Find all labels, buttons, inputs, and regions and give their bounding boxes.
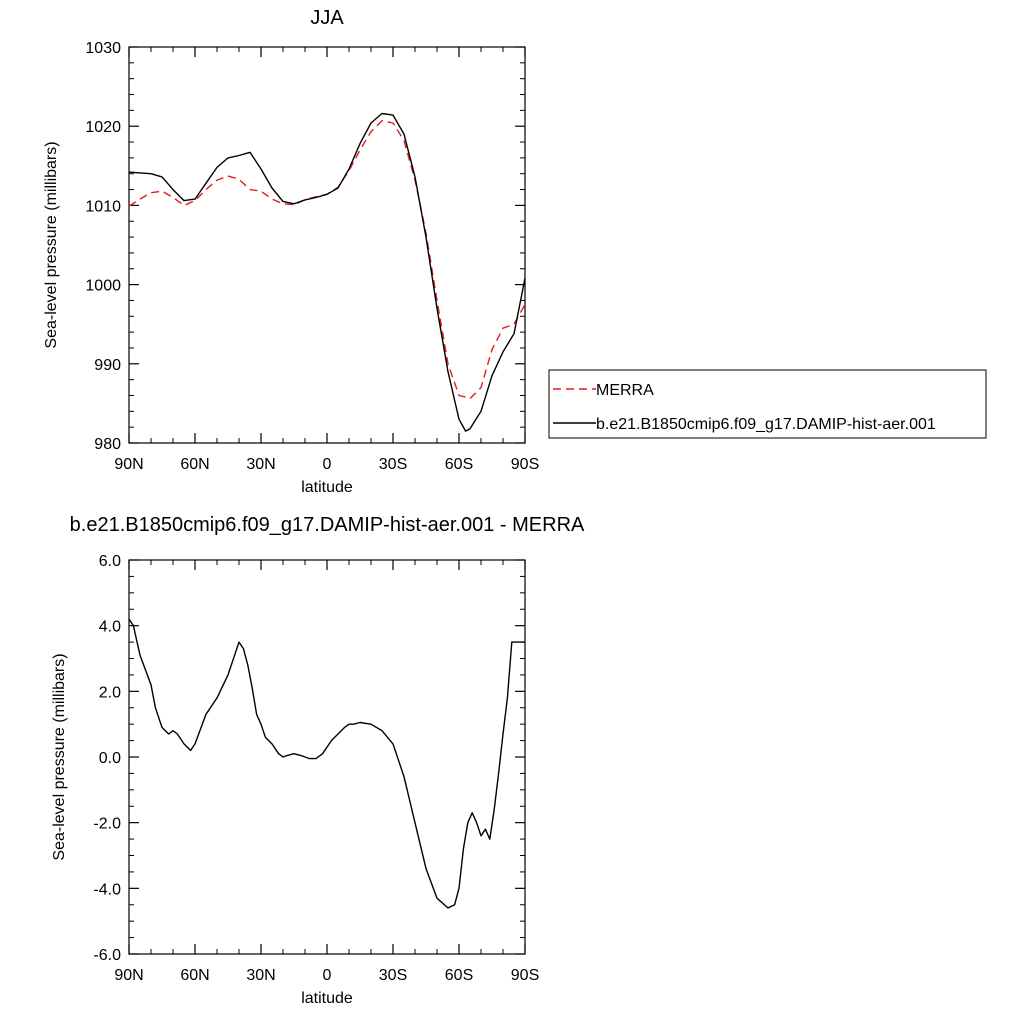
y-tick-label: 980: [94, 436, 121, 453]
chart-title: JJA: [310, 7, 344, 29]
plot-frame: [128, 559, 526, 955]
x-tick-label: 30N: [246, 456, 275, 473]
legend-box: [548, 369, 987, 439]
x-tick-label: 60N: [180, 967, 209, 984]
x-tick-label: 90S: [511, 967, 539, 984]
x-tick-label: 0: [323, 967, 332, 984]
y-tick-label: 2.0: [99, 684, 121, 701]
legend-label: MERRA: [596, 382, 654, 399]
x-tick-label: 60N: [180, 456, 209, 473]
series-line: [128, 112, 526, 432]
x-tick-label: 0: [323, 456, 332, 473]
chart-title: b.e21.B1850cmip6.f09_g17.DAMIP-hist-aer.…: [70, 514, 585, 536]
x-tick-label: 90N: [114, 967, 143, 984]
y-tick-label: 990: [94, 357, 121, 374]
y-tick-label: 1000: [85, 278, 121, 295]
x-tick-label: 30S: [379, 456, 407, 473]
x-tick-label: 90N: [114, 456, 143, 473]
x-tick-label: 30S: [379, 967, 407, 984]
x-tick-label: 60S: [445, 967, 473, 984]
x-tick-label: 60S: [445, 456, 473, 473]
x-axis-label: latitude: [301, 990, 353, 1007]
y-tick-label: 6.0: [99, 553, 121, 570]
y-tick-label: 4.0: [99, 619, 121, 636]
y-tick-label: 1020: [85, 119, 121, 136]
y-axis-label: Sea-level pressure (millibars): [43, 141, 60, 348]
x-tick-label: 90S: [511, 456, 539, 473]
x-axis-label: latitude: [301, 479, 353, 496]
plot-frame: [128, 46, 526, 444]
y-tick-label: -2.0: [93, 816, 121, 833]
y-tick-label: 1010: [85, 198, 121, 215]
series-line: [128, 120, 526, 400]
y-tick-label: -4.0: [93, 881, 121, 898]
y-tick-label: 0.0: [99, 750, 121, 767]
series-line: [128, 618, 525, 909]
x-tick-label: 30N: [246, 967, 275, 984]
legend-label: b.e21.B1850cmip6.f09_g17.DAMIP-hist-aer.…: [596, 416, 936, 433]
y-tick-label: 1030: [85, 40, 121, 57]
y-axis-label: Sea-level pressure (millibars): [51, 653, 68, 860]
y-tick-label: -6.0: [93, 947, 121, 964]
